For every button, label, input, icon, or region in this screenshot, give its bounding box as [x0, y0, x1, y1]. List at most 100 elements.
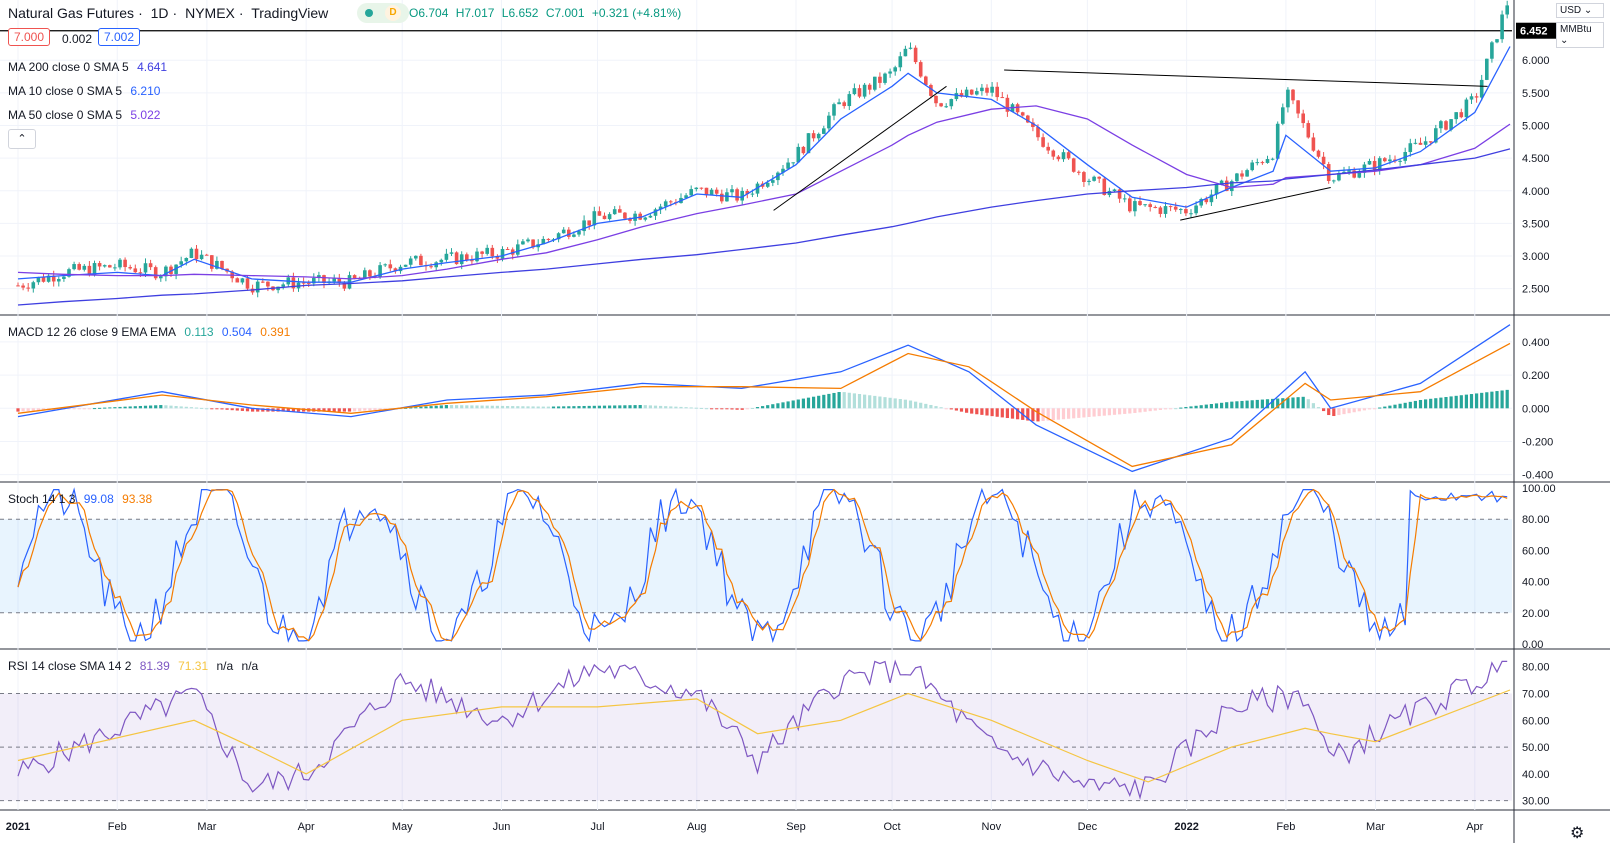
macd-histogram-bar	[342, 408, 346, 412]
candle-body	[1128, 198, 1132, 212]
macd-histogram-bar	[1214, 403, 1219, 409]
ma200-legend[interactable]: MA 200 close 0 SMA 5 4.641	[8, 60, 172, 74]
macd-histogram-bar	[424, 406, 428, 409]
candle-body	[1041, 137, 1045, 147]
candle-body	[801, 146, 806, 154]
rsi-legend[interactable]: RSI 14 close SMA 14 2 81.39 71.31 n/a n/…	[8, 659, 263, 673]
macd-histogram-bar	[500, 405, 505, 409]
candle-body	[67, 269, 71, 277]
collapse-legend-button[interactable]: ⌃	[8, 129, 36, 149]
macd-histogram-bar	[531, 406, 535, 409]
macd-histogram-bar	[898, 399, 902, 409]
bid-price-box[interactable]: 7.000	[8, 28, 51, 46]
ohlc-values: O6.704 H7.017 L6.652 C7.001 +0.321 (+4.8…	[409, 6, 685, 20]
macd-histogram-bar	[1281, 398, 1285, 409]
macd-histogram-bar	[103, 407, 107, 409]
macd-histogram-bar	[1439, 397, 1443, 409]
macd-histogram-bar	[551, 406, 556, 409]
candle-body	[883, 73, 887, 83]
candle-body	[862, 84, 867, 97]
candle-body	[322, 275, 326, 284]
macd-histogram-bar	[1495, 391, 1499, 409]
price-tick-label: 5.000	[1522, 120, 1550, 132]
macd-histogram-bar	[1454, 395, 1458, 409]
macd-histogram-bar	[536, 406, 540, 409]
macd-histogram-bar	[597, 405, 601, 409]
macd-histogram-bar	[761, 406, 765, 409]
ma50-line	[17, 105, 1511, 280]
price-tick-label: 3.500	[1522, 218, 1550, 230]
candle-body	[898, 56, 903, 68]
macd-histogram-bar	[745, 408, 749, 410]
candle-body	[944, 106, 948, 108]
unit-label: MMBtu	[1560, 24, 1592, 35]
macd-histogram-bar	[133, 406, 137, 409]
macd-legend[interactable]: MACD 12 26 close 9 EMA EMA 0.113 0.504 0…	[8, 325, 295, 339]
macd-histogram-bar	[1271, 398, 1275, 409]
candle-body	[720, 193, 724, 202]
candle-body	[174, 264, 178, 274]
ma50-legend[interactable]: MA 50 close 0 SMA 5 5.022	[8, 108, 165, 122]
macd-histogram-bar	[363, 408, 367, 411]
macd-histogram-bar	[776, 403, 780, 409]
candle-body	[235, 278, 240, 283]
candle-body	[128, 267, 132, 269]
candle-body	[888, 71, 892, 74]
gear-icon[interactable]: ⚙	[1570, 825, 1585, 842]
macd-histogram-bar	[353, 408, 357, 412]
candle-body	[1077, 171, 1081, 173]
candle-body	[1204, 199, 1209, 203]
candle-body	[1250, 162, 1254, 171]
macd-histogram-bar	[847, 392, 851, 409]
resistance-price-label: 6.452	[1520, 26, 1548, 38]
candle-body	[1286, 89, 1290, 108]
candle-body	[1061, 152, 1066, 160]
candle-body	[1428, 141, 1433, 143]
macd-histogram-bar	[511, 406, 515, 409]
macd-histogram-bar	[1097, 408, 1101, 417]
rsi-tick-label: 80.00	[1522, 662, 1550, 674]
unit-select[interactable]: MMBtu ⌄	[1556, 22, 1604, 48]
candle-body	[913, 47, 918, 63]
candle-body	[623, 212, 627, 219]
macd-histogram-bar	[725, 408, 729, 410]
macd-histogram-bar	[1260, 399, 1264, 409]
candle-body	[1454, 112, 1458, 120]
macd-histogram-bar	[36, 408, 40, 411]
macd-histogram-bar	[1475, 393, 1479, 409]
ask-price-box[interactable]: 7.002	[98, 28, 141, 46]
macd-histogram-bar	[1459, 395, 1463, 409]
candle-body	[312, 278, 316, 284]
ma10-legend[interactable]: MA 10 close 0 SMA 5 6.210	[8, 84, 165, 98]
candle-body	[1163, 206, 1168, 214]
candle-body	[730, 189, 734, 193]
candle-body	[975, 91, 979, 95]
candle-body	[1474, 96, 1479, 98]
macd-histogram-bar	[1225, 402, 1229, 409]
macd-histogram-bar	[118, 406, 122, 409]
stoch-legend[interactable]: Stoch 14 1 3 99.08 93.38	[8, 492, 157, 506]
candle-body	[1133, 201, 1137, 212]
rsi-value: 81.39	[139, 659, 170, 673]
macd-histogram-bar	[954, 408, 958, 411]
currency-select[interactable]: USD ⌄	[1556, 3, 1604, 18]
candle-body	[1321, 156, 1326, 165]
macd-histogram-bar	[786, 401, 790, 409]
macd-histogram-bar	[327, 408, 331, 412]
macd-histogram-bar	[852, 393, 856, 409]
macd-histogram-bar	[929, 404, 933, 409]
candle-body	[1143, 204, 1147, 206]
candle-body	[1260, 162, 1265, 164]
macd-histogram-bar	[623, 405, 627, 409]
macd-histogram-bar	[1367, 408, 1372, 410]
macd-histogram-bar	[1031, 408, 1035, 422]
candle-body	[1398, 160, 1402, 162]
macd-histogram-bar	[980, 408, 984, 415]
candle-body	[1112, 189, 1117, 192]
candle-body	[811, 133, 816, 139]
macd-histogram-bar	[720, 408, 724, 410]
macd-histogram-bar	[1291, 397, 1295, 409]
candle-body	[1102, 178, 1107, 196]
market-status-pill[interactable]: D	[357, 3, 409, 23]
